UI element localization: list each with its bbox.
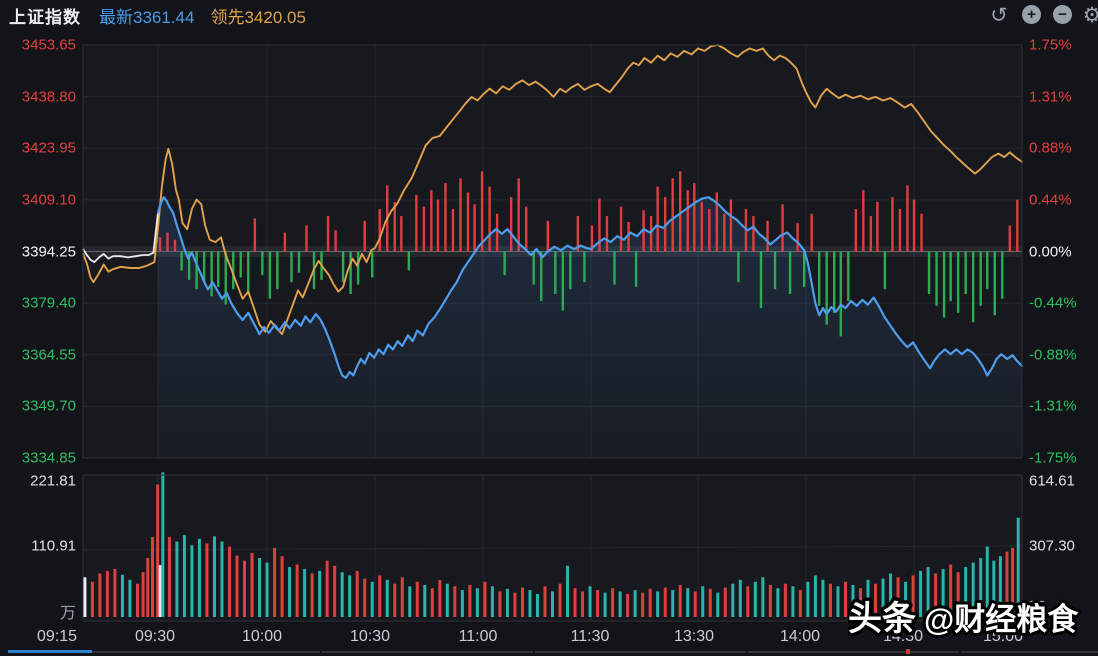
price-axis-label: 3438.80 xyxy=(21,88,76,106)
price-axis-label: 3453.65 xyxy=(21,36,76,54)
timeline-scrollbar-thumb[interactable] xyxy=(8,650,92,653)
leading-price: 领先3420.05 xyxy=(210,7,306,27)
price-axis-label: 3379.40 xyxy=(21,294,76,312)
timeline-red-tick xyxy=(906,649,910,654)
percent-axis-label: -0.44% xyxy=(1029,294,1077,312)
percent-axis-label: 1.75% xyxy=(1029,36,1072,54)
watermark-handle: @财经粮食 xyxy=(924,602,1079,637)
chart-toolbar: ↺ + − ⚙ xyxy=(986,0,1098,30)
time-label: 14:30 xyxy=(882,628,924,645)
track-separator xyxy=(533,651,535,653)
time-label: 10:00 xyxy=(241,628,283,645)
time-label: 11:00 xyxy=(458,628,498,645)
timeline-scrollbar-track[interactable] xyxy=(92,651,1098,653)
time-label: 10:30 xyxy=(349,628,391,645)
percent-axis-label: 0.44% xyxy=(1029,191,1072,209)
price-axis-label: 3423.95 xyxy=(21,139,76,157)
price-axis-label: 3364.55 xyxy=(21,346,76,364)
index-title: 上证指数 xyxy=(9,7,81,27)
latest-price: 最新3361.44 xyxy=(99,7,195,27)
index-area-fill xyxy=(158,197,1022,458)
volume-axis-label: 221.81 xyxy=(30,472,76,490)
track-separator xyxy=(320,651,322,653)
track-separator xyxy=(959,651,961,653)
zoom-in-icon[interactable]: + xyxy=(1022,5,1041,24)
percent-axis-label: 0.88% xyxy=(1029,139,1072,157)
watermark-brand: 头条 xyxy=(848,600,916,638)
track-separator xyxy=(746,651,748,653)
time-label: 11:30 xyxy=(570,628,610,645)
percent-axis-label: -0.88% xyxy=(1029,346,1077,364)
settings-gear-icon[interactable]: ⚙ xyxy=(1082,3,1098,27)
price-axis-label: 3409.10 xyxy=(21,191,76,209)
price-axis-label: 3394.25 xyxy=(21,243,76,260)
percent-axis-label: 0.00% xyxy=(1029,243,1072,260)
time-label: 09:30 xyxy=(134,628,176,645)
amount-axis-label: 307.30 xyxy=(1029,537,1075,555)
percent-axis-label: 1.31% xyxy=(1029,88,1072,106)
chart-header: 上证指数 最新3361.44 领先3420.05 xyxy=(0,0,1098,30)
time-label: 14:00 xyxy=(779,628,821,645)
percent-axis-label: -1.75% xyxy=(1029,449,1077,467)
time-label: 15:00 xyxy=(982,628,1024,645)
amount-unit-label: 万 xyxy=(1029,600,1046,617)
zoom-out-icon[interactable]: − xyxy=(1053,5,1072,24)
volume-axis-label: 110.91 xyxy=(31,537,76,555)
time-label: 09:15 xyxy=(36,628,78,645)
watermark: 头条 @财经粮食 xyxy=(848,597,1082,642)
amount-axis-label: 614.61 xyxy=(1029,472,1075,490)
undo-icon[interactable]: ↺ xyxy=(990,3,1008,27)
price-axis-label: 3334.85 xyxy=(21,449,76,467)
volume-unit-label: 万 xyxy=(59,605,76,622)
percent-axis-label: -1.31% xyxy=(1029,397,1077,415)
price-axis-label: 3349.70 xyxy=(21,397,76,415)
time-label: 13:30 xyxy=(673,628,715,645)
